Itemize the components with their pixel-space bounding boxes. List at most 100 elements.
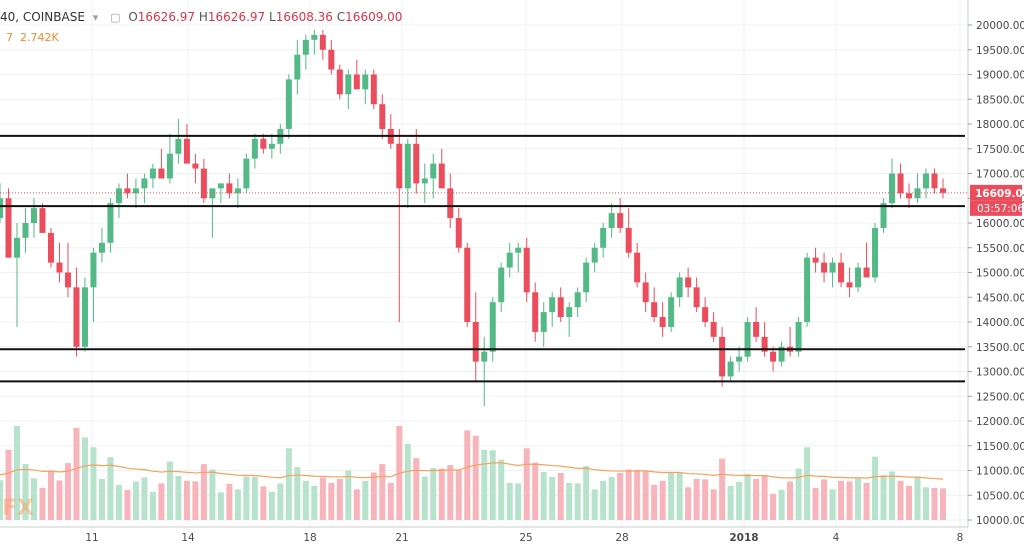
candle-body — [158, 168, 165, 179]
candle — [659, 302, 666, 337]
candle-body — [702, 307, 709, 322]
candle-body — [642, 282, 649, 303]
y-tick-label: 12500.00 — [976, 391, 1024, 403]
candle-body — [421, 178, 428, 184]
candle — [149, 163, 156, 189]
candle — [243, 153, 250, 194]
volume-bar — [719, 458, 726, 520]
candle-body — [880, 203, 887, 228]
candle — [217, 183, 224, 204]
candle — [838, 252, 845, 288]
price-tag: 16609.00 — [975, 188, 1024, 200]
candle — [574, 287, 581, 318]
candle-body — [226, 183, 233, 194]
candle — [651, 287, 658, 322]
volume-bar — [855, 477, 862, 520]
volume-bar — [498, 459, 505, 520]
open-value: 16626.97 — [137, 10, 196, 24]
volume-bar — [132, 481, 139, 520]
candle-body — [90, 252, 97, 288]
volume-bar — [362, 480, 369, 520]
x-tick-label: 11 — [85, 532, 98, 544]
candle-body — [795, 322, 802, 352]
candle-body — [668, 297, 675, 327]
candle — [464, 242, 471, 327]
candle-body — [532, 292, 539, 332]
candle — [617, 198, 624, 233]
candle — [863, 242, 870, 278]
high-label: H — [198, 10, 208, 24]
volume-bar — [659, 480, 666, 520]
volume-bar — [489, 450, 496, 520]
candle — [744, 317, 751, 362]
candle-body — [506, 252, 513, 268]
volume-bar — [277, 483, 284, 520]
candle — [787, 326, 794, 357]
volume-bar — [336, 478, 343, 520]
candle — [472, 292, 479, 382]
volume-bar — [549, 476, 556, 520]
volume-bar — [13, 425, 20, 520]
volume-bar — [260, 486, 267, 520]
candle-body — [379, 104, 386, 129]
candle — [855, 262, 862, 293]
volume-bar — [931, 487, 938, 520]
candle — [90, 247, 97, 322]
hide-series-icon[interactable]: ▢ — [110, 11, 121, 24]
candle-body — [940, 188, 946, 193]
volume-bar — [557, 472, 564, 520]
candle-body — [846, 282, 853, 288]
close-value: 16609.00 — [345, 10, 403, 24]
volume-bar — [158, 483, 165, 520]
volume-bar — [753, 478, 760, 520]
candle — [370, 69, 377, 110]
candle — [540, 302, 547, 347]
candle — [39, 203, 46, 233]
volume-bar — [914, 477, 921, 520]
volume-bar — [251, 476, 258, 520]
candle-body — [192, 163, 199, 169]
volume-bar — [5, 449, 12, 520]
candle-body — [685, 277, 692, 288]
candle — [141, 173, 148, 204]
candle-body — [574, 292, 581, 308]
candle-body — [166, 153, 173, 179]
volume-bar — [897, 480, 904, 520]
candle-body — [923, 173, 930, 189]
volume-bar — [872, 456, 879, 520]
volume-bar — [345, 470, 352, 520]
candle-body — [693, 287, 700, 308]
candle-body — [778, 346, 785, 362]
y-tick-label: 20000.00 — [976, 20, 1024, 32]
volume-bar — [940, 488, 946, 520]
volume-bar — [387, 482, 394, 520]
volume-bar — [906, 485, 913, 520]
candle — [353, 59, 360, 90]
candle-body — [812, 257, 819, 263]
candle — [115, 183, 122, 219]
candle-body — [0, 198, 3, 219]
candle-body — [47, 232, 54, 263]
x-tick-label: 2018 — [729, 532, 758, 544]
candle-body — [217, 183, 224, 189]
grid-lines — [0, 0, 968, 527]
candle — [251, 133, 258, 169]
candle-body — [115, 188, 122, 204]
volume-bar — [370, 472, 377, 520]
candle — [710, 312, 717, 342]
candle-body — [311, 34, 318, 40]
candle — [124, 173, 131, 199]
candle-body — [608, 213, 615, 228]
volume-bar — [285, 448, 292, 520]
chevron-down-icon[interactable]: ▾ — [92, 11, 99, 24]
candle — [379, 94, 386, 139]
y-tick-label: 19500.00 — [976, 45, 1024, 57]
candle — [345, 69, 352, 110]
countdown-tag: 03:57:06 — [977, 203, 1024, 215]
candle-body — [336, 69, 343, 95]
volume-bar — [0, 480, 3, 520]
candle-body — [370, 74, 377, 105]
volume-bar — [668, 472, 675, 520]
